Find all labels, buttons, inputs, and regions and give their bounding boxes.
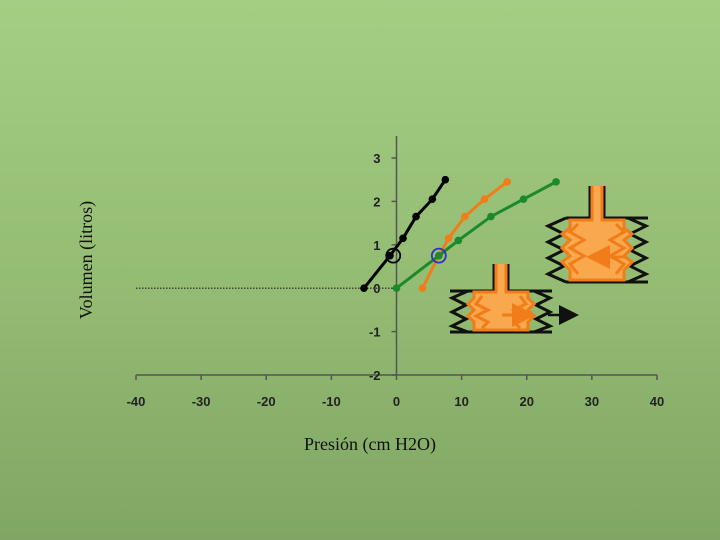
series-3-point — [435, 251, 443, 260]
x-tick-label: -30 — [192, 394, 211, 409]
series-3-point — [487, 212, 495, 221]
highlight-ring-1 — [385, 247, 402, 264]
y-tick-label: -1 — [369, 325, 381, 340]
series-1-point — [386, 251, 394, 260]
series-2-point — [503, 178, 512, 186]
y-axis-title: Volumen (litros) — [76, 201, 97, 319]
x-tick-label: -10 — [322, 394, 341, 409]
series-line-3 — [395, 180, 557, 290]
series-line-1 — [362, 178, 447, 290]
x-tick-label: 30 — [585, 394, 599, 409]
x-tick-label: 40 — [650, 394, 664, 409]
marker-layer — [385, 247, 447, 264]
series-1-point — [360, 284, 368, 293]
x-tick-label: -40 — [127, 394, 146, 409]
series-3-point — [392, 284, 401, 293]
lung-diagram-lower — [448, 264, 579, 334]
y-tick-label: 2 — [373, 194, 380, 209]
series-3-point — [519, 195, 528, 204]
y-tick-label: 1 — [373, 238, 380, 253]
series-2-point — [461, 212, 469, 221]
series-layer — [360, 175, 560, 293]
series-3-point — [552, 178, 560, 186]
highlight-ring-2 — [430, 247, 447, 264]
x-tick-label: 0 — [393, 394, 400, 409]
series-2-point — [444, 234, 453, 243]
x-axis-title: Presión (cm H2O) — [304, 434, 436, 455]
lung-spring-left-icon — [472, 295, 492, 330]
lung-outline-icon — [465, 264, 537, 332]
lung-diagram-upper — [544, 186, 650, 284]
y-tick-label: -2 — [369, 368, 381, 383]
x-tick-label: -20 — [257, 394, 276, 409]
lung-spring-left-icon — [566, 222, 588, 275]
series-1-point — [428, 195, 437, 204]
series-2-point — [480, 195, 489, 204]
lung-spring-right-icon — [606, 222, 628, 275]
series-3-point — [454, 236, 463, 245]
spring-left-icon — [448, 289, 470, 334]
y-tick-label: 3 — [373, 151, 380, 166]
spring-right-icon — [532, 289, 554, 334]
series-1-point — [412, 212, 420, 221]
series-2-point — [418, 284, 427, 293]
x-tick-label: 10 — [454, 394, 468, 409]
series-1-point — [441, 175, 450, 184]
series-1-point — [399, 234, 407, 243]
series-line-2 — [421, 180, 509, 289]
x-tick-label: 20 — [520, 394, 534, 409]
